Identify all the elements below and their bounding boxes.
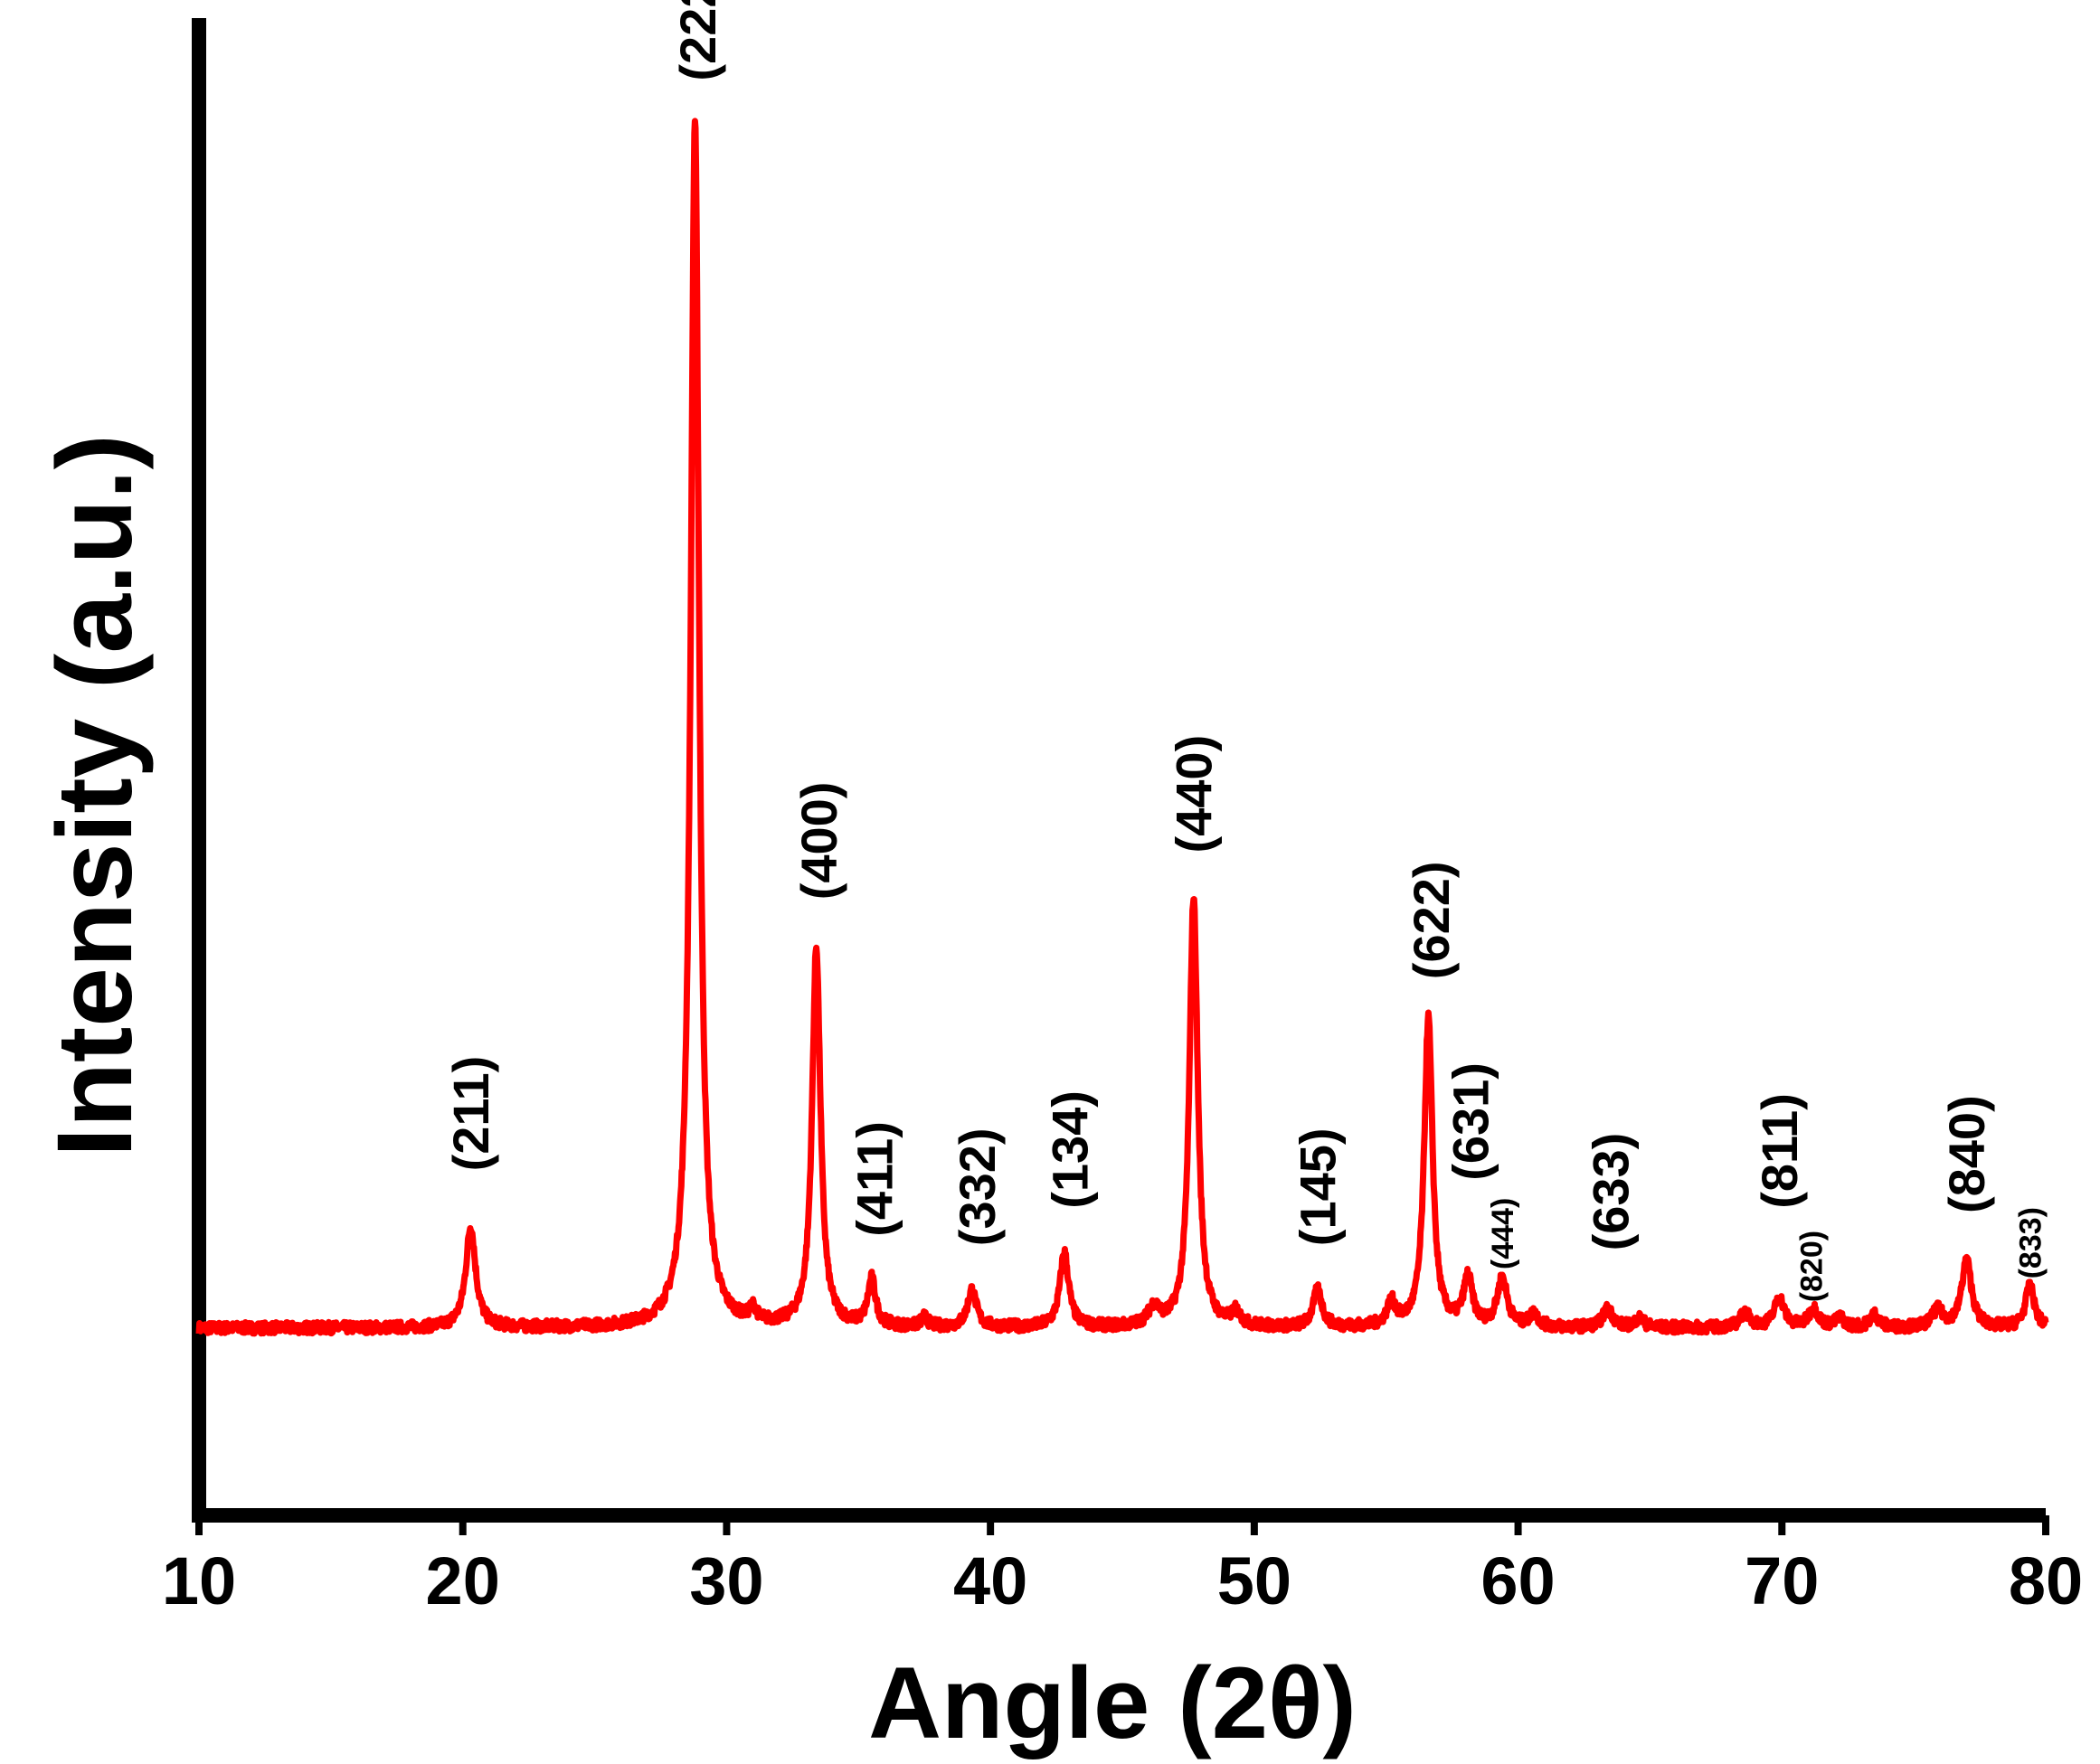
peak-labels: (211) (222) (400) (411) (332) (134) (440) (145)… — [442, 0, 2048, 1302]
y-axis-title: Intensity (a.u.) — [35, 434, 155, 1157]
peak-label: (811) — [1751, 1093, 1808, 1209]
peak-label: (840) — [1938, 1095, 1995, 1213]
peak-label: (411) — [846, 1121, 903, 1237]
peak-label: (633) — [1582, 1133, 1639, 1251]
peak-label: (833) — [2013, 1207, 2048, 1278]
x-tick-label: 60 — [1480, 1543, 1555, 1618]
x-tick-label: 80 — [2009, 1543, 2083, 1618]
peak-label: (332) — [949, 1127, 1006, 1246]
xrd-series-line — [195, 118, 2049, 1337]
x-tick-labels: 10 20 30 40 50 60 70 80 — [162, 1543, 2083, 1618]
x-tick-label: 40 — [953, 1543, 1027, 1618]
peak-label: (145) — [1290, 1127, 1347, 1246]
peak-label: (211) — [442, 1056, 499, 1172]
peak-label: (622) — [1403, 861, 1460, 979]
x-ticks — [195, 1515, 2049, 1535]
x-tick-label: 50 — [1217, 1543, 1291, 1618]
peak-label: (440) — [1165, 735, 1222, 854]
x-tick-label: 30 — [689, 1543, 763, 1618]
x-tick-label: 20 — [426, 1543, 500, 1618]
peak-label: (820) — [1794, 1231, 1829, 1302]
peak-label: (631) — [1443, 1062, 1499, 1181]
peak-label: (444) — [1486, 1198, 1520, 1269]
x-axis-title: Angle (2θ) — [868, 1646, 1357, 1759]
peak-label: (134) — [1041, 1090, 1098, 1209]
x-tick-label: 10 — [162, 1543, 236, 1618]
peak-label: (222) — [669, 0, 726, 81]
axes — [192, 18, 2046, 1523]
peak-label: (400) — [790, 782, 847, 901]
x-tick-label: 70 — [1745, 1543, 1819, 1618]
